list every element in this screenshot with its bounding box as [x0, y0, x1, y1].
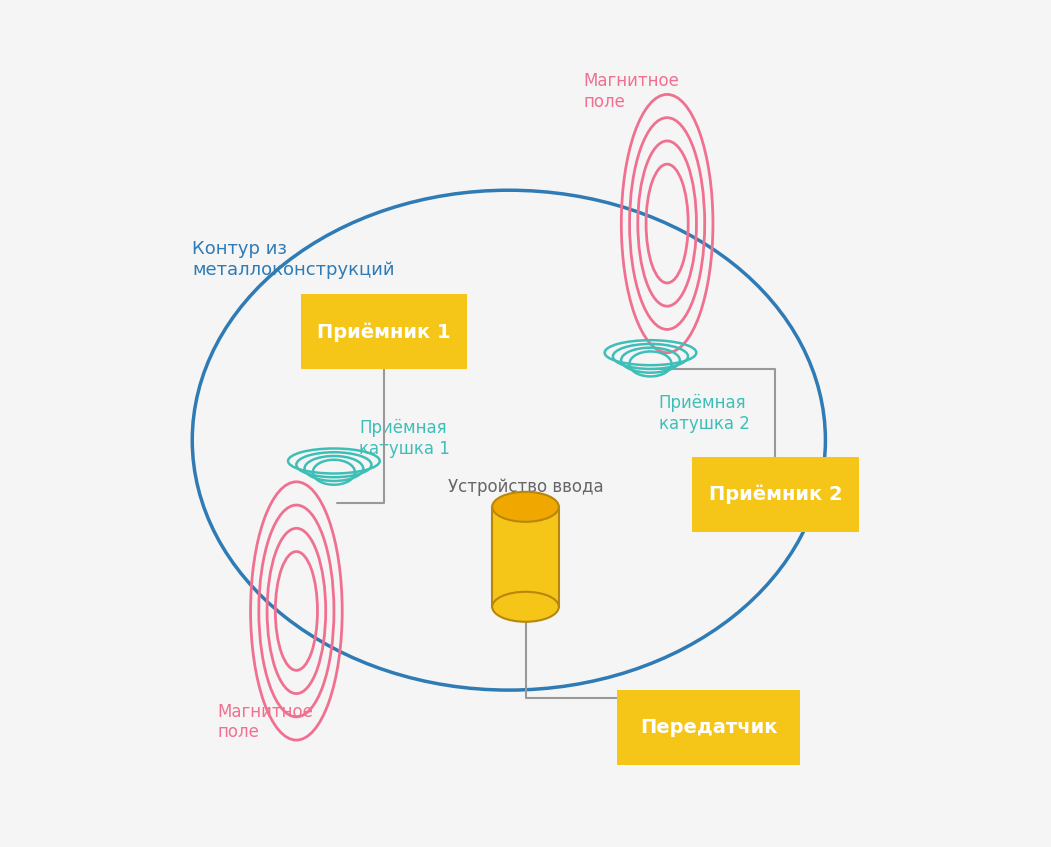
FancyBboxPatch shape [301, 295, 468, 369]
Text: Приёмник 2: Приёмник 2 [708, 484, 842, 504]
FancyBboxPatch shape [492, 507, 559, 606]
Text: Магнитное
поле: Магнитное поле [583, 72, 680, 111]
Ellipse shape [492, 592, 559, 622]
FancyBboxPatch shape [617, 690, 801, 765]
Text: Приёмник 1: Приёмник 1 [317, 322, 451, 341]
FancyBboxPatch shape [693, 457, 859, 532]
Text: Магнитное
поле: Магнитное поле [218, 703, 313, 741]
Ellipse shape [492, 492, 559, 522]
Text: Устройство ввода: Устройство ввода [448, 478, 603, 495]
Text: Приёмная
катушка 2: Приёмная катушка 2 [659, 395, 749, 433]
Text: Приёмная
катушка 1: Приёмная катушка 1 [358, 419, 450, 458]
Text: Контур из
металлоконструкций: Контур из металлоконструкций [192, 241, 395, 279]
Text: Передатчик: Передатчик [640, 718, 778, 737]
